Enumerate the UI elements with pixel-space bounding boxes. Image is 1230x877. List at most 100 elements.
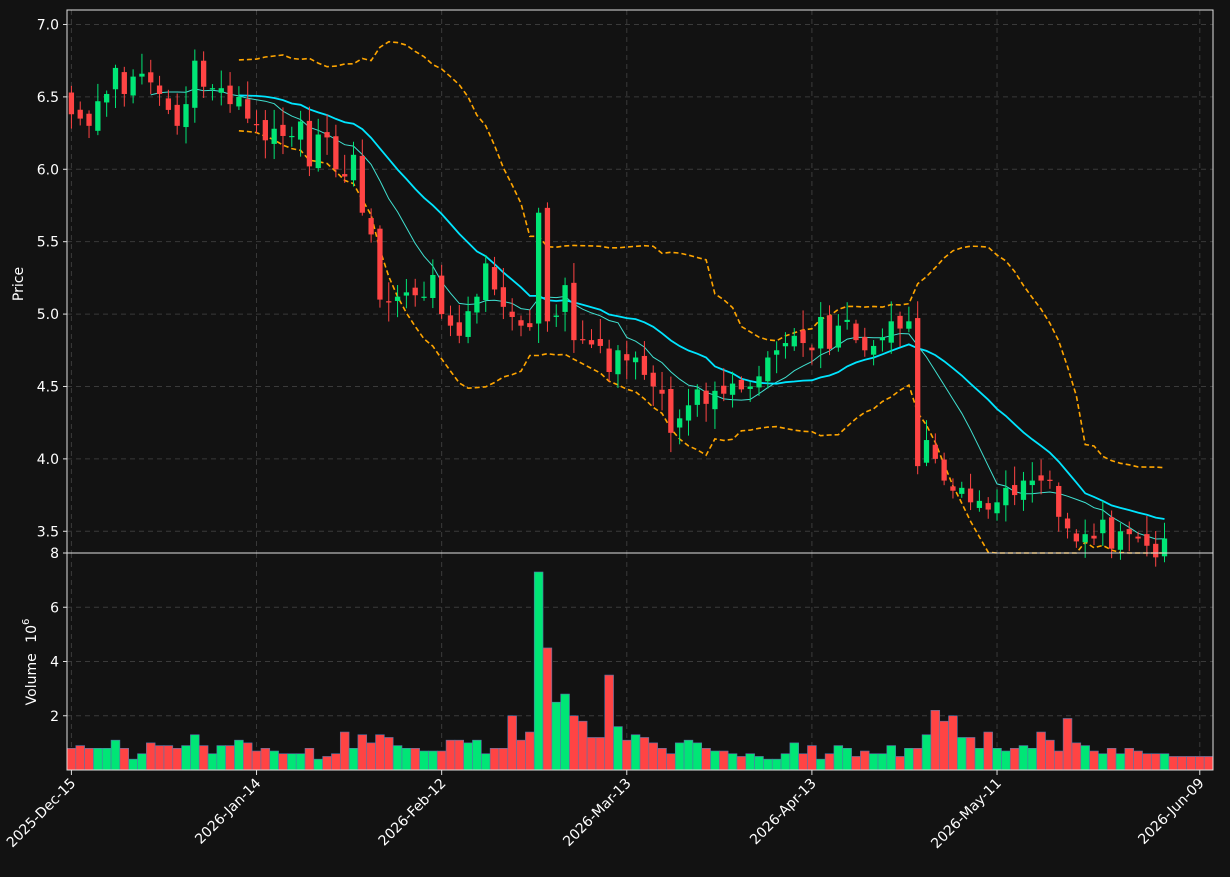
candle-body bbox=[1091, 535, 1097, 539]
volume-bar bbox=[701, 747, 711, 771]
candle-body bbox=[403, 292, 410, 296]
volume-bar bbox=[251, 750, 262, 771]
volume-bar bbox=[798, 753, 808, 771]
price-panel: 3.5 4.0 4.5 5.0 5.5 6.0 6.5 7.0 Price bbox=[11, 9, 1214, 567]
volume-bar bbox=[948, 715, 958, 771]
volume-bar bbox=[736, 756, 747, 771]
volume-bar bbox=[481, 753, 491, 771]
candle-body bbox=[1135, 536, 1141, 539]
volume-bar bbox=[93, 747, 103, 771]
volume-bar bbox=[1195, 756, 1205, 771]
volume-bar bbox=[533, 571, 544, 771]
candle-body bbox=[1020, 480, 1027, 500]
volume-bar bbox=[630, 734, 641, 771]
volume-bar bbox=[1098, 753, 1108, 771]
volume-bar bbox=[789, 742, 799, 771]
candle-body bbox=[659, 389, 665, 394]
volume-bar bbox=[304, 747, 315, 771]
candle-body bbox=[1108, 517, 1115, 549]
candle-body bbox=[174, 104, 180, 126]
volume-bar bbox=[595, 737, 606, 771]
candle-body bbox=[77, 109, 83, 119]
candle-body bbox=[870, 345, 877, 355]
volume-bar bbox=[939, 720, 949, 771]
volume-y-label: Volume 106 bbox=[21, 619, 40, 706]
volume-bar bbox=[366, 742, 376, 771]
volume-bar bbox=[895, 756, 905, 771]
volume-bar bbox=[868, 753, 879, 771]
volume-bar bbox=[507, 715, 517, 771]
price-y-tick-label: 5.5 bbox=[37, 235, 59, 251]
volume-bar bbox=[287, 753, 297, 771]
volume-bar bbox=[463, 742, 473, 771]
volume-bar bbox=[516, 739, 526, 771]
candle-body bbox=[483, 263, 489, 301]
candle-body bbox=[959, 487, 965, 494]
volume-y-tick-label: 4 bbox=[50, 655, 59, 671]
volume-bar bbox=[1115, 753, 1126, 771]
volume-bar bbox=[586, 737, 597, 771]
volume-y-ticks: 2 4 6 8 bbox=[50, 546, 67, 725]
volume-bar bbox=[1106, 747, 1117, 771]
volume-bar bbox=[190, 734, 200, 771]
bollinger-mid-line bbox=[238, 94, 1165, 520]
volume-bar bbox=[719, 750, 729, 771]
volume-y-label-exponent-power: 6 bbox=[21, 619, 32, 625]
volume-bar bbox=[445, 739, 456, 771]
candle-body bbox=[324, 132, 330, 138]
candle-body bbox=[826, 315, 833, 349]
volume-bar bbox=[983, 731, 993, 771]
volume-bar bbox=[75, 745, 85, 771]
volume-bar bbox=[851, 756, 861, 771]
candle-body bbox=[809, 347, 815, 351]
candle-body bbox=[491, 267, 498, 290]
candle-body bbox=[183, 104, 189, 128]
candle-body bbox=[606, 348, 612, 372]
volume-bar bbox=[1150, 753, 1161, 771]
candle-body bbox=[68, 92, 75, 115]
volume-bar bbox=[613, 726, 623, 771]
candle-body bbox=[200, 60, 207, 87]
candle-body bbox=[668, 389, 674, 433]
volume-bar bbox=[419, 750, 429, 771]
candle-body bbox=[597, 338, 603, 346]
candle-body bbox=[950, 486, 956, 491]
price-grid bbox=[67, 10, 1213, 553]
candle-body bbox=[967, 488, 974, 503]
volume-bar bbox=[101, 747, 112, 771]
volume-bar bbox=[560, 693, 570, 771]
volume-bar bbox=[551, 701, 561, 771]
volume-bar bbox=[639, 737, 650, 771]
candle-body bbox=[104, 93, 110, 103]
volume-bar bbox=[1036, 731, 1046, 771]
candle-body bbox=[86, 113, 92, 126]
volume-bar bbox=[498, 747, 509, 771]
candle-body bbox=[862, 336, 868, 351]
volume-bar bbox=[957, 737, 967, 771]
candle-body bbox=[985, 503, 991, 510]
candle-body bbox=[342, 174, 348, 177]
volume-bar bbox=[877, 753, 888, 771]
volume-bar bbox=[260, 747, 271, 771]
candle-body bbox=[544, 207, 551, 322]
candle-body bbox=[1012, 485, 1018, 496]
volume-bar bbox=[1133, 750, 1143, 771]
candle-body bbox=[139, 73, 145, 77]
candle-body bbox=[245, 99, 251, 119]
candle-body bbox=[430, 274, 436, 298]
candle-body bbox=[694, 389, 700, 405]
volume-bar bbox=[278, 753, 288, 771]
volume-bar bbox=[163, 745, 174, 771]
volume-bar bbox=[577, 720, 588, 771]
volume-bar bbox=[912, 747, 923, 771]
candle-body bbox=[747, 386, 753, 389]
candle-body bbox=[844, 319, 850, 322]
volume-y-label-text: Volume bbox=[24, 653, 40, 705]
volume-bar bbox=[436, 750, 447, 771]
candle-body bbox=[624, 354, 630, 361]
volume-bar bbox=[974, 747, 985, 771]
candle-body bbox=[527, 323, 533, 328]
candle-body bbox=[518, 320, 524, 326]
candle-body bbox=[553, 315, 559, 317]
